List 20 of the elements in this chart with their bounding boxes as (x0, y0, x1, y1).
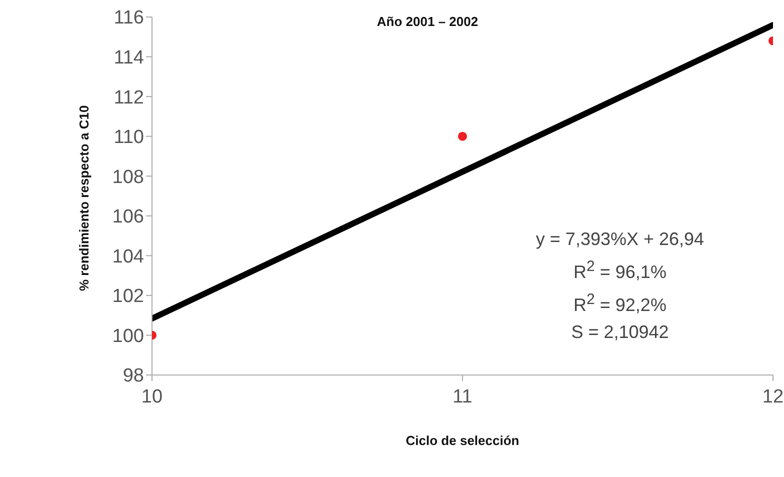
chart-title: Año 2001 – 2002 (376, 14, 478, 29)
y-tick-label: 108 (112, 166, 144, 188)
text: y = 7,393%X + 26,94 (536, 229, 704, 249)
x-tick-label: 12 (762, 386, 784, 408)
text: R$^{2}$ = 92,2% (574, 291, 666, 315)
y-tick-label: 114 (114, 48, 144, 69)
x-axis-title: Ciclo de selección (406, 433, 520, 448)
y-tick-label: 100 (112, 326, 144, 347)
y-tick-label: 104 (112, 246, 144, 268)
x-tick-label: 11 (452, 386, 472, 408)
y-tick-label: 98 (122, 366, 144, 387)
y-tick-label: 102 (112, 286, 144, 308)
x-tick-label: 10 (141, 386, 163, 408)
y-tick-label: 106 (112, 206, 144, 228)
y-tick-label: 110 (114, 127, 144, 148)
text: S = 2,10942 (571, 322, 669, 342)
y-tick-label: 116 (114, 8, 144, 29)
y-tick-label: 112 (114, 87, 144, 108)
text: R$^{2}$ = 96,1% (574, 258, 666, 282)
y-axis-title: % rendimiento respecto a C10 (76, 105, 92, 291)
